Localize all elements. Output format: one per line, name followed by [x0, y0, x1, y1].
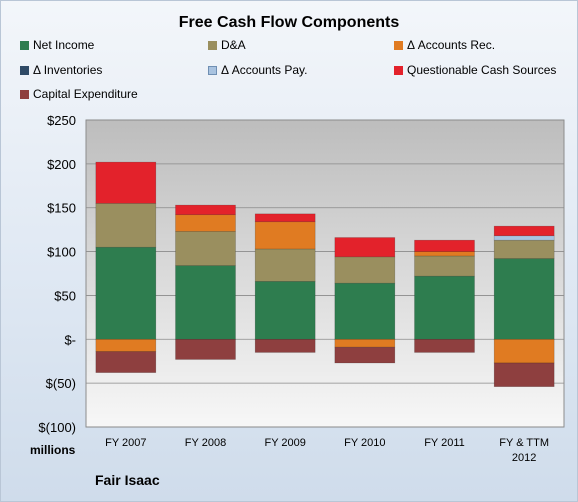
bar-segment [175, 204, 236, 216]
legend-label: Capital Expenditure [33, 87, 138, 101]
bar-segment [334, 256, 396, 284]
units-label: millions [30, 443, 76, 457]
bar-segment [175, 214, 236, 232]
bar-segment [334, 237, 396, 258]
legend-item: Δ Accounts Rec. [394, 38, 495, 52]
legend-item: Net Income [20, 38, 94, 52]
y-tick-label: $(100) [38, 420, 76, 435]
legend-swatch [20, 40, 29, 50]
bar-segment [175, 338, 236, 360]
bar-segment [254, 221, 316, 250]
bar-segment [334, 338, 396, 348]
plot-background [85, 119, 565, 428]
x-tick-label: FY 2011 [424, 437, 465, 449]
bar-segment [175, 231, 236, 266]
legend-label: Δ Inventories [33, 63, 103, 77]
bar-segment [414, 239, 475, 252]
x-tick-label: FY 2007 [105, 437, 146, 449]
bar-segment [414, 255, 475, 277]
bar-segment [493, 225, 555, 237]
y-tick-label: $250 [47, 113, 76, 128]
x-tick-label: FY & TTM [499, 437, 549, 449]
bar-segment [334, 282, 396, 340]
legend-label: Net Income [33, 38, 95, 52]
y-tick-label: $50 [54, 288, 76, 303]
bar-segment [493, 362, 555, 387]
bar-segment [414, 338, 475, 353]
legend-swatch [20, 65, 29, 75]
bar-segment [493, 235, 555, 241]
bar-segment [254, 248, 316, 282]
y-tick-label: $150 [47, 201, 76, 216]
x-tick-label: FY 2010 [344, 437, 385, 449]
bar-segment [334, 346, 396, 364]
x-tick-label: 2012 [512, 452, 536, 464]
legend-swatch [208, 40, 217, 50]
y-tick-label: $- [64, 332, 76, 347]
bar-segment [493, 258, 555, 340]
legend-swatch [20, 89, 29, 99]
legend-item: D&A [208, 38, 246, 52]
x-tick-label: FY 2009 [264, 437, 305, 449]
y-tick-label: $(50) [46, 376, 76, 391]
legend-item: Questionable Cash Sources [394, 63, 556, 77]
bar-segment [95, 351, 157, 373]
legend-item: Δ Accounts Pay. [208, 63, 308, 77]
bar-segment [254, 213, 316, 223]
legend-item: Capital Expenditure [20, 87, 138, 101]
legend-item: Δ Inventories [20, 63, 102, 77]
bar-segment [493, 239, 555, 259]
y-tick-label: $100 [47, 245, 76, 260]
bar-segment [254, 338, 316, 353]
bar-segment [254, 281, 316, 340]
chart-title: Free Cash Flow Components [178, 14, 400, 31]
bar-segment [95, 203, 157, 248]
legend-label: Questionable Cash Sources [407, 63, 557, 77]
legend-swatch [394, 65, 403, 75]
bar-segment [95, 161, 157, 204]
legend-label: Δ Accounts Pay. [221, 63, 308, 77]
y-tick-label: $200 [47, 157, 76, 172]
bar-segment [493, 338, 555, 364]
legend-label: D&A [221, 38, 246, 52]
legend-label: Δ Accounts Rec. [407, 38, 496, 52]
bar-segment [175, 265, 236, 340]
x-tick-label: FY 2008 [185, 437, 226, 449]
bar-segment [414, 251, 475, 257]
bar-segment [95, 246, 157, 340]
company-name: Fair Isaac [95, 472, 160, 488]
bar-segment [414, 275, 475, 340]
bar-segment [95, 338, 157, 352]
legend-swatch [208, 65, 217, 75]
legend-swatch [394, 40, 403, 50]
